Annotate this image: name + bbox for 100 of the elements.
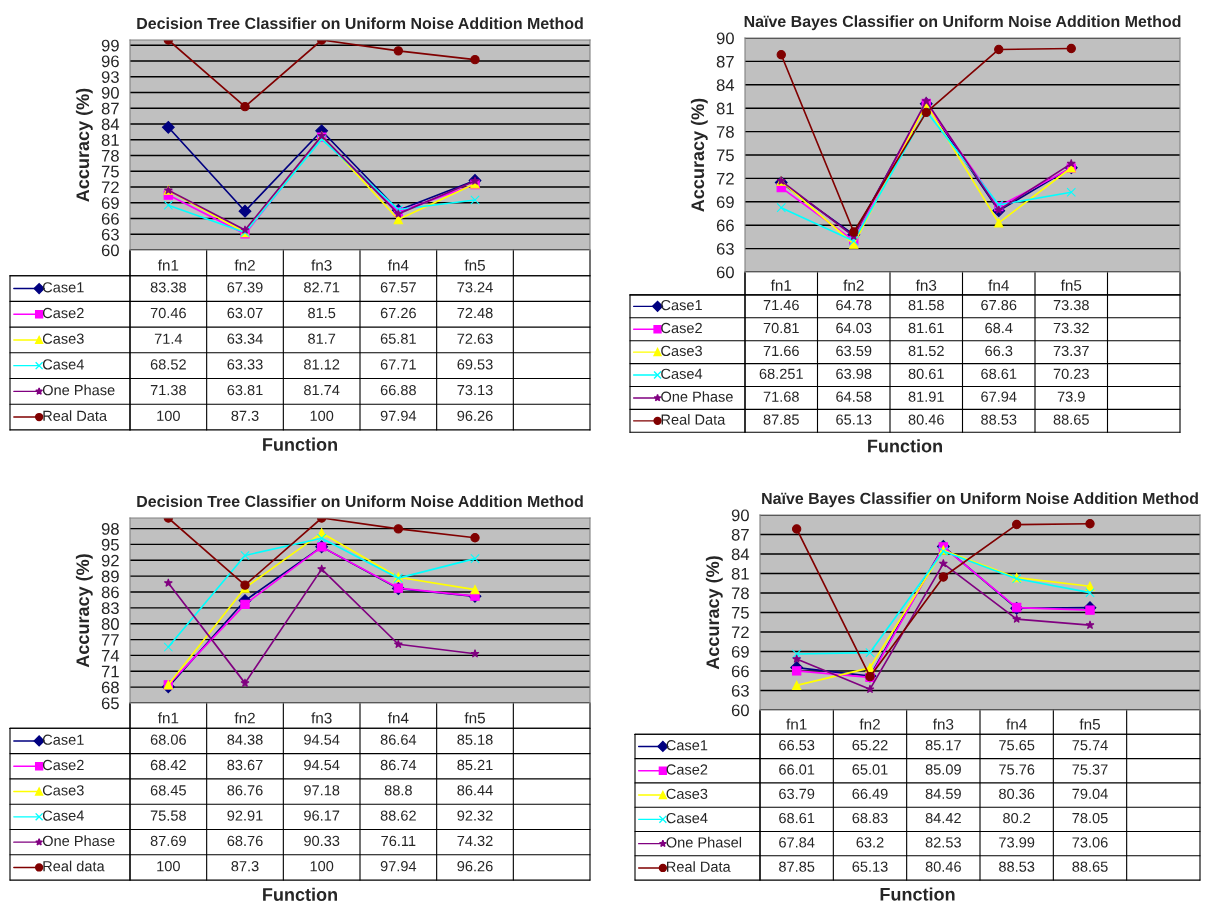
data-label: 94.54 (304, 734, 340, 745)
legend-label: Case4 (42, 810, 84, 821)
legend-label: Case3 (666, 788, 708, 799)
data-label: 84.59 (925, 788, 961, 799)
x-tick-label: fn5 (464, 712, 485, 724)
data-label: 71.4 (154, 333, 183, 344)
y-tick-label: 77 (101, 634, 119, 646)
data-label: 67.71 (380, 359, 416, 370)
x-tick-label: fn1 (157, 259, 179, 271)
x-tick-label: fn3 (311, 259, 332, 271)
data-label: 80.61 (908, 368, 944, 379)
data-label: 65.13 (836, 414, 872, 425)
data-label: 66.3 (985, 345, 1013, 357)
data-label: 85.17 (925, 740, 961, 751)
y-tick-label: 87 (716, 55, 734, 68)
data-label: 81.52 (908, 345, 944, 357)
legend-label: One Phase (661, 391, 733, 402)
data-label: 64.03 (836, 322, 872, 334)
y-tick-label: 92 (101, 554, 119, 567)
data-label: 68.251 (759, 368, 803, 379)
y-tick-label: 72 (101, 181, 119, 194)
data-label: 72.63 (457, 333, 493, 344)
data-label: 68.45 (150, 785, 186, 796)
data-label: 74.32 (457, 835, 493, 847)
legend-label: Case4 (666, 812, 708, 824)
data-label: 65.81 (380, 333, 416, 344)
data-label: 78.05 (1072, 812, 1108, 824)
legend-label: Real data (43, 860, 105, 872)
chart-title: Naïve Bayes Classifier on Uniform Noise Addition Method (744, 15, 1181, 31)
data-label: 68.52 (150, 359, 186, 370)
data-label: 63.2 (856, 837, 884, 848)
data-label: 100 (310, 861, 334, 872)
data-label: 81.91 (908, 391, 944, 402)
data-label: 73.37 (1053, 345, 1089, 357)
y-tick-label: 86 (101, 586, 119, 599)
y-tick-label: 68 (101, 681, 119, 694)
data-label: 67.86 (981, 299, 1017, 311)
x-tick-label: fn1 (157, 712, 179, 724)
x-tick-label: fn4 (387, 259, 409, 271)
data-label: 100 (310, 410, 334, 421)
x-tick-label: fn3 (915, 279, 937, 291)
x-tick-label: fn4 (988, 279, 1009, 291)
y-tick-label: 66 (101, 212, 119, 225)
data-label: 92.91 (227, 810, 263, 821)
data-label: 67.39 (227, 282, 263, 293)
data-label: 71.46 (763, 299, 799, 311)
data-label: 88.8 (384, 785, 412, 796)
y-tick-label: 81 (101, 134, 119, 146)
y-tick-label: 81 (731, 567, 749, 580)
data-label: 79.04 (1072, 788, 1108, 799)
data-label: 63.98 (836, 368, 872, 379)
data-label: 68.4 (985, 322, 1013, 334)
data-label: 97.18 (304, 785, 340, 796)
data-label: 88.53 (999, 861, 1035, 872)
y-tick-label: 75 (731, 607, 749, 619)
data-label: 100 (157, 410, 180, 421)
data-label: 85.21 (457, 759, 493, 771)
x-axis-title: Function (263, 887, 337, 901)
data-label: 65.01 (852, 764, 888, 775)
data-label: 87.69 (150, 835, 186, 847)
legend-label: Case1 (661, 299, 702, 311)
data-label: 72.48 (457, 307, 493, 319)
y-tick-label: 78 (101, 149, 119, 162)
y-tick-label: 90 (731, 509, 749, 522)
data-label: 64.58 (836, 391, 872, 402)
data-label: 65.13 (852, 861, 888, 872)
x-tick-label: fn1 (786, 718, 807, 730)
data-label: 65.22 (852, 740, 888, 751)
data-label: 68.42 (150, 759, 186, 771)
x-tick-label: fn5 (1079, 718, 1100, 730)
data-label: 87.3 (231, 861, 259, 872)
data-label: 63.34 (227, 333, 263, 344)
data-label: 82.71 (304, 282, 340, 293)
data-label: 75.37 (1072, 764, 1108, 775)
data-label: 86.76 (227, 785, 263, 796)
y-tick-label: 60 (101, 244, 119, 257)
data-label: 71.66 (763, 345, 799, 357)
legend-label: Real Data (667, 861, 731, 872)
data-label: 88.53 (981, 414, 1017, 425)
data-label: 96.26 (457, 861, 493, 872)
data-label: 80.2 (1003, 812, 1031, 824)
y-tick-label: 72 (716, 172, 734, 185)
data-label: 85.09 (925, 764, 961, 775)
y-tick-label: 84 (716, 79, 735, 91)
data-label: 73.06 (1072, 837, 1108, 848)
data-label: 88.65 (1072, 861, 1108, 872)
data-label: 73.32 (1053, 322, 1089, 334)
data-label: 73.24 (457, 282, 493, 293)
data-label: 87.85 (779, 861, 815, 872)
y-tick-label: 71 (101, 665, 119, 678)
legend-label: One Phase (42, 384, 115, 396)
data-label: 86.44 (457, 785, 493, 796)
x-tick-label: fn1 (770, 279, 792, 291)
data-label: 73.38 (1053, 299, 1089, 311)
data-label: 80.46 (925, 861, 961, 872)
legend-label: Case1 (42, 282, 84, 293)
chart-title: Naïve Bayes Classifier on Uniform Noise Addition Method (762, 492, 1198, 508)
y-tick-label: 93 (101, 71, 119, 83)
data-label: 69.53 (457, 359, 493, 370)
y-tick-label: 74 (101, 650, 120, 662)
